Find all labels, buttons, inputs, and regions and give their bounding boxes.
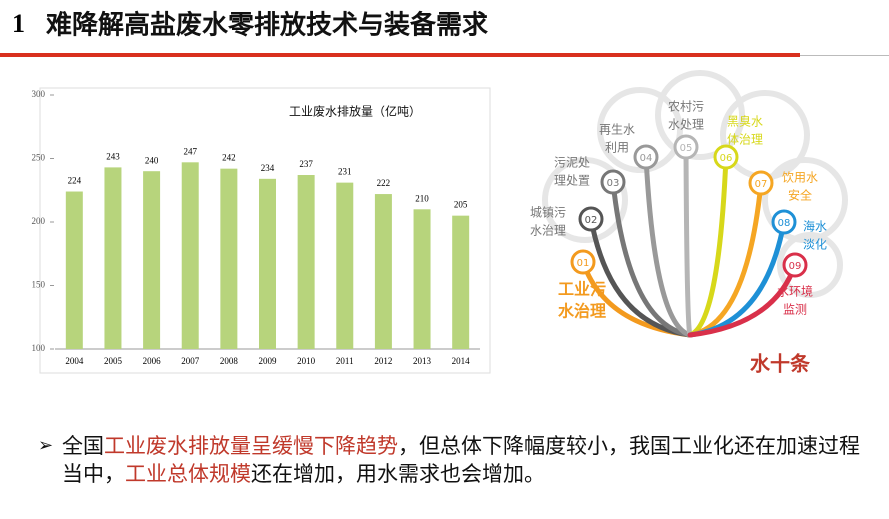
bullet-segment: 还在增加，用水需求也会增加。 (251, 462, 545, 486)
node-circle (600, 169, 626, 195)
data-label: 234 (261, 163, 275, 173)
x-tick-label: 2012 (374, 356, 392, 366)
bar (452, 215, 470, 349)
node-label: 饮用水 (782, 171, 818, 185)
x-tick-label: 2005 (104, 356, 123, 366)
data-label: 205 (454, 200, 468, 210)
fan-arc (687, 262, 798, 338)
node-label: 利用 (605, 141, 629, 155)
bar (413, 209, 431, 349)
bar (374, 194, 392, 349)
highlight-text: 工业总体规模 (125, 462, 251, 486)
title-rule-gray (800, 55, 889, 56)
node-circle (673, 134, 699, 160)
fan-arc (610, 179, 693, 338)
node-label: 污泥处 (554, 156, 590, 170)
node-number: 08 (778, 218, 791, 229)
node-circle (570, 249, 596, 275)
node-label: 监测 (783, 303, 807, 317)
node-number: 09 (789, 261, 802, 272)
node-label: 水处理 (668, 118, 704, 132)
node-label: 农村污 (668, 100, 704, 114)
node-label: 水环境 (777, 284, 813, 299)
node-label: 体治理 (727, 133, 763, 147)
highlight-text: 工业废水排放量呈缓慢下降趋势 (104, 434, 398, 458)
bar (259, 178, 276, 349)
node-number: 03 (607, 178, 620, 189)
data-label: 243 (106, 151, 120, 161)
node-label: 黑臭水 (727, 114, 763, 129)
y-tick-label: 100 (32, 343, 46, 353)
x-tick-label: 2004 (65, 356, 84, 366)
y-tick-label: 150 (32, 280, 46, 290)
node-number: 07 (755, 179, 768, 190)
bar (336, 182, 354, 349)
node-number: 04 (640, 153, 653, 164)
data-label: 222 (377, 178, 391, 188)
fan-arc (643, 154, 693, 338)
data-label: 231 (338, 167, 352, 177)
bullet-text: 全国工业废水排放量呈缓慢下降趋势，但总体下降幅度较小，我国工业化还在加速过程当中… (62, 432, 872, 488)
y-tick-label: 200 (32, 216, 46, 226)
node-circle (633, 144, 659, 170)
bullet-segment: 全国 (62, 434, 104, 458)
bar (65, 191, 83, 349)
y-tick-label: 250 (32, 153, 46, 163)
bar (104, 167, 122, 349)
diagram-center: 水十条 (750, 352, 811, 376)
chart-title: 工业废水排放量（亿吨） (289, 104, 421, 119)
node-label: 安全 (788, 188, 812, 203)
data-label: 237 (299, 159, 313, 169)
node-number: 01 (577, 258, 590, 269)
bar (143, 171, 161, 349)
data-label: 224 (68, 176, 82, 186)
node-label: 理处置 (554, 174, 590, 188)
x-tick-label: 2008 (220, 356, 239, 366)
x-tick-label: 2013 (413, 356, 432, 366)
node-circle (713, 144, 739, 170)
data-label: 247 (183, 146, 197, 156)
node-label: 淡化 (803, 238, 827, 252)
node-label: 再生水 (599, 123, 635, 137)
data-label: 210 (415, 193, 429, 203)
data-label: 242 (222, 153, 236, 163)
slide-title: 难降解高盐废水零排放技术与装备需求 (46, 10, 488, 41)
x-tick-label: 2009 (259, 356, 278, 366)
node-circle (782, 252, 808, 278)
slide-number: 1 (12, 9, 25, 38)
title-rule (0, 53, 800, 57)
x-tick-label: 2010 (297, 356, 316, 366)
x-tick-label: 2011 (336, 356, 354, 366)
bar (220, 168, 238, 349)
data-label: 240 (145, 155, 159, 165)
y-tick-label: 300 (32, 89, 46, 99)
node-circle (748, 170, 774, 196)
fan-arc (687, 154, 729, 338)
bullet-segment: ，但总体下降幅度较小，我国工业化还在加速过程当中， (62, 434, 860, 486)
bar (181, 162, 199, 349)
node-label: 水治理 (558, 302, 606, 321)
node-label: 城镇污 (530, 206, 566, 220)
node-number: 06 (720, 153, 733, 164)
node-label: 工业污 (558, 280, 606, 299)
node-number: 05 (680, 143, 693, 154)
node-label: 海水 (803, 219, 827, 234)
node-label: 水治理 (530, 224, 566, 238)
fan-arc (683, 144, 693, 338)
bar (297, 175, 315, 349)
x-tick-label: 2006 (143, 356, 162, 366)
node-circle (578, 206, 604, 232)
x-tick-label: 2014 (452, 356, 471, 366)
bullet-arrow: ➢ (38, 435, 54, 456)
node-number: 02 (585, 215, 598, 226)
node-circle (771, 209, 797, 235)
x-tick-label: 2007 (181, 356, 200, 366)
